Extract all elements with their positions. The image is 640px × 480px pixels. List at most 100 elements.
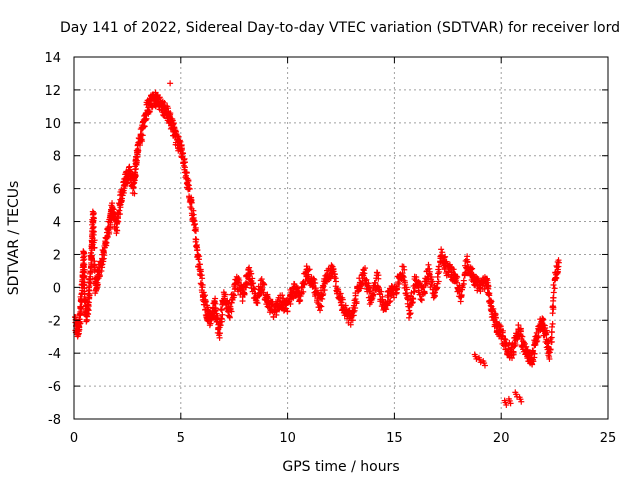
data-point	[167, 80, 174, 87]
data-point	[350, 312, 357, 319]
data-point	[471, 351, 478, 358]
data-point	[439, 249, 446, 256]
data-point	[258, 276, 265, 283]
data-point	[533, 339, 540, 346]
data-point	[264, 294, 271, 301]
data-point	[547, 346, 554, 353]
data-point	[404, 296, 411, 303]
data-point	[546, 355, 553, 362]
data-point	[320, 290, 327, 297]
data-point	[312, 280, 319, 287]
data-point	[387, 298, 394, 305]
data-point	[510, 348, 517, 355]
data-point	[361, 270, 368, 277]
data-point	[524, 346, 531, 353]
data-point	[529, 361, 536, 368]
data-point	[78, 306, 85, 313]
data-point	[453, 273, 460, 280]
data-point	[531, 350, 538, 357]
data-point	[215, 325, 222, 332]
data-point	[435, 270, 442, 277]
data-point	[406, 311, 413, 318]
tick-labels: 0 5 10 15 20 25 -8 -6 -4 -2 0 2 4 6 8 10 12 14	[44, 51, 616, 446]
data-point	[429, 278, 436, 285]
data-point	[441, 264, 448, 271]
data-point	[435, 278, 442, 285]
data-point	[131, 169, 138, 176]
data-point	[369, 292, 376, 299]
data-point	[396, 280, 403, 287]
data-point	[362, 265, 369, 272]
data-point	[406, 314, 413, 321]
data-point	[94, 281, 101, 288]
y-tick-label: 14	[44, 51, 61, 66]
data-point	[91, 244, 98, 251]
data-point	[342, 302, 349, 309]
data-point	[246, 264, 253, 271]
data-point	[230, 291, 237, 298]
data-point	[550, 281, 557, 288]
data-point	[425, 261, 432, 268]
data-point	[212, 305, 219, 312]
data-point	[505, 395, 512, 402]
data-point	[426, 268, 433, 275]
data-point	[188, 199, 195, 206]
x-tick-label: 0	[70, 431, 78, 446]
x-tick-label: 25	[600, 431, 617, 446]
y-tick-label: 4	[53, 216, 61, 231]
y-tick-label: -2	[48, 314, 61, 329]
data-point	[306, 266, 313, 273]
data-point	[516, 394, 523, 401]
y-tick-label: 0	[53, 281, 61, 296]
data-point	[197, 268, 204, 275]
data-point	[353, 298, 360, 305]
data-point	[181, 159, 188, 166]
data-point	[133, 157, 140, 164]
data-point	[217, 306, 224, 313]
data-point	[403, 286, 410, 293]
data-point	[356, 275, 363, 282]
data-point	[393, 290, 400, 297]
data-point	[177, 138, 184, 145]
x-tick-label: 5	[177, 431, 185, 446]
data-point	[346, 307, 353, 314]
data-point	[399, 270, 406, 277]
data-point	[436, 263, 443, 270]
data-point	[192, 228, 199, 235]
data-point	[284, 308, 291, 315]
data-point	[142, 116, 149, 123]
data-point	[370, 291, 377, 298]
data-point	[418, 297, 425, 304]
y-tick-label: 12	[44, 84, 61, 99]
data-point	[548, 328, 555, 335]
data-point	[118, 195, 125, 202]
data-point	[113, 224, 120, 231]
data-point	[535, 333, 542, 340]
data-point	[105, 226, 112, 233]
data-point	[98, 268, 105, 275]
data-point	[179, 149, 186, 156]
data-point	[88, 252, 95, 259]
data-point	[222, 291, 229, 298]
data-point	[134, 147, 141, 154]
data-point	[469, 265, 476, 272]
data-points	[72, 80, 562, 409]
data-point	[391, 294, 398, 301]
data-point	[368, 296, 375, 303]
data-point	[116, 207, 123, 214]
data-point	[200, 289, 207, 296]
data-point	[80, 273, 87, 280]
data-point	[81, 256, 88, 263]
grid-lines	[74, 57, 608, 419]
data-point	[191, 220, 198, 227]
data-point	[186, 185, 193, 192]
data-point	[81, 285, 88, 292]
data-point	[385, 294, 392, 301]
data-point	[243, 284, 250, 291]
data-point	[311, 276, 318, 283]
y-tick-label: 2	[53, 248, 61, 263]
data-point	[534, 334, 541, 341]
data-point	[239, 298, 246, 305]
data-point	[265, 295, 272, 302]
data-point	[139, 132, 146, 139]
